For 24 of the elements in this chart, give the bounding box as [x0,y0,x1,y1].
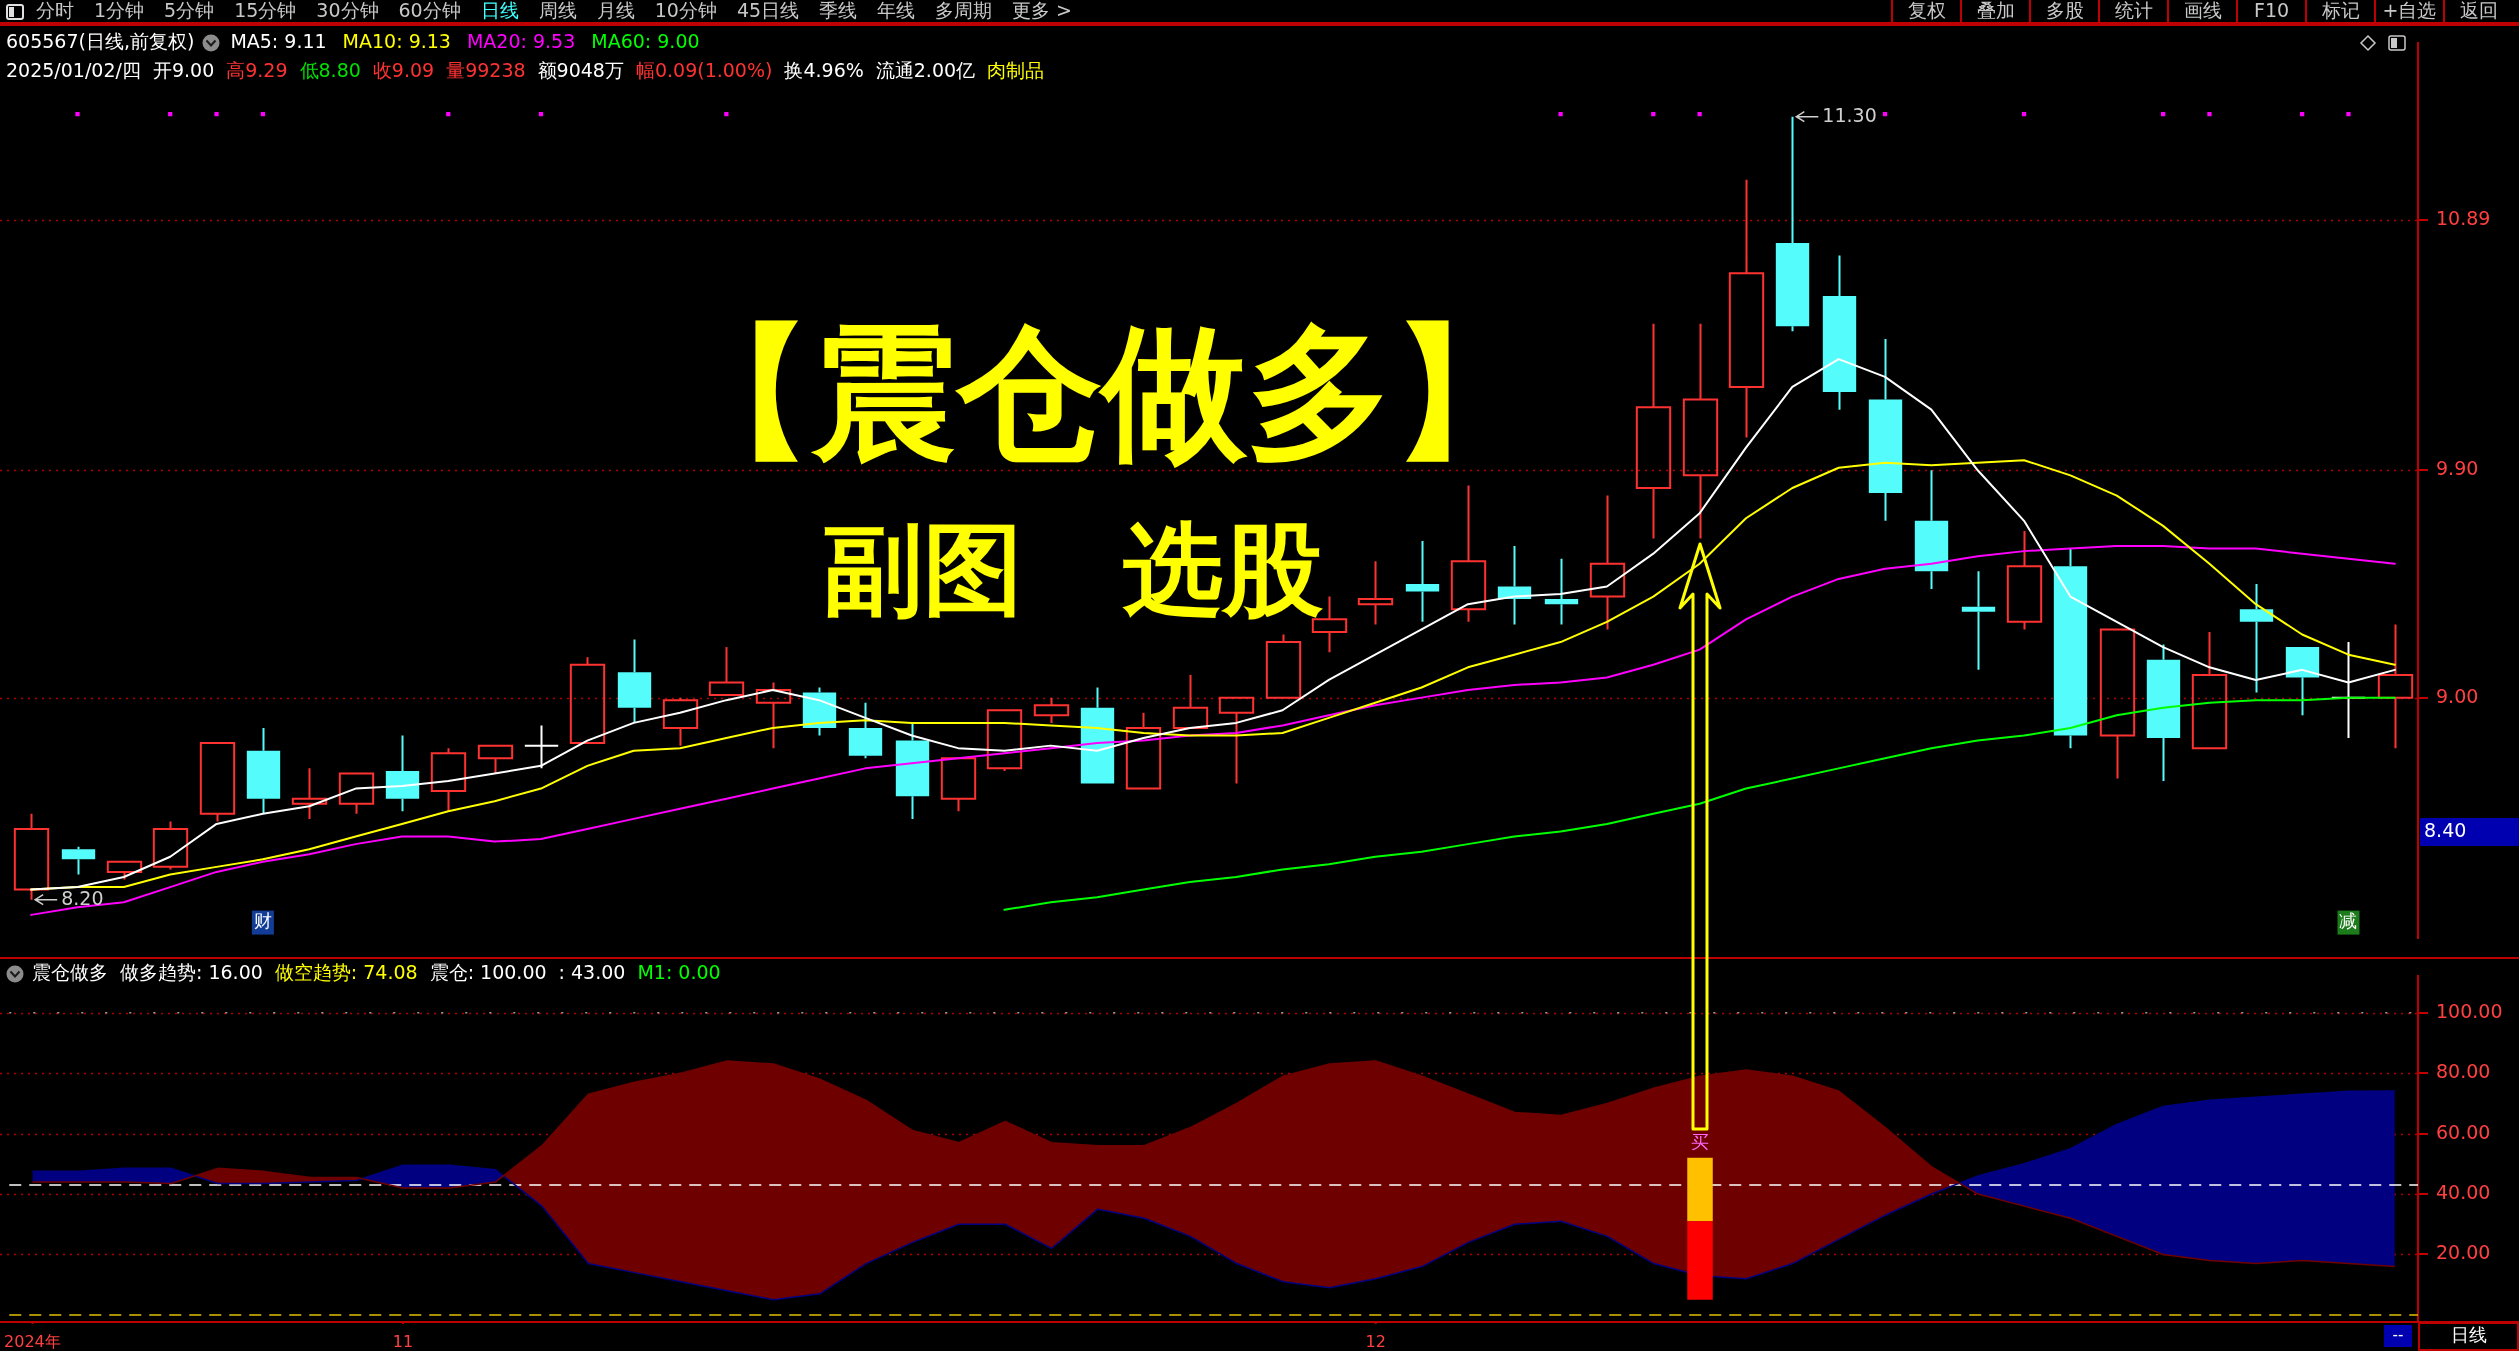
text: 日线 [480,0,519,21]
text: 分时 [36,0,74,21]
text: 5分钟 [164,0,215,21]
text: F10 [2253,0,2290,21]
text: 45日线 [736,0,800,21]
text: 周线 [538,0,577,21]
text: 30分钟 [316,0,379,21]
text: 10分钟 [654,0,717,21]
text: 叠加 [1976,0,2015,21]
text: 季线 [819,0,858,21]
text: 统计 [2114,0,2153,21]
text: 15分钟 [234,0,297,21]
text: 多周期 [935,0,993,21]
text: 复权 [1907,0,1946,21]
text: 返回 [2459,0,2498,21]
text: 1分钟 [94,0,145,21]
text: 标记 [2320,0,2360,21]
text: 更多 > [1012,0,1073,21]
text: +自选 [2382,0,2437,21]
text: 60分钟 [398,0,461,21]
text: 月线 [596,0,635,21]
text: 画线 [2183,0,2222,21]
text: 年线 [877,0,916,21]
text: 多股 [2045,0,2084,21]
